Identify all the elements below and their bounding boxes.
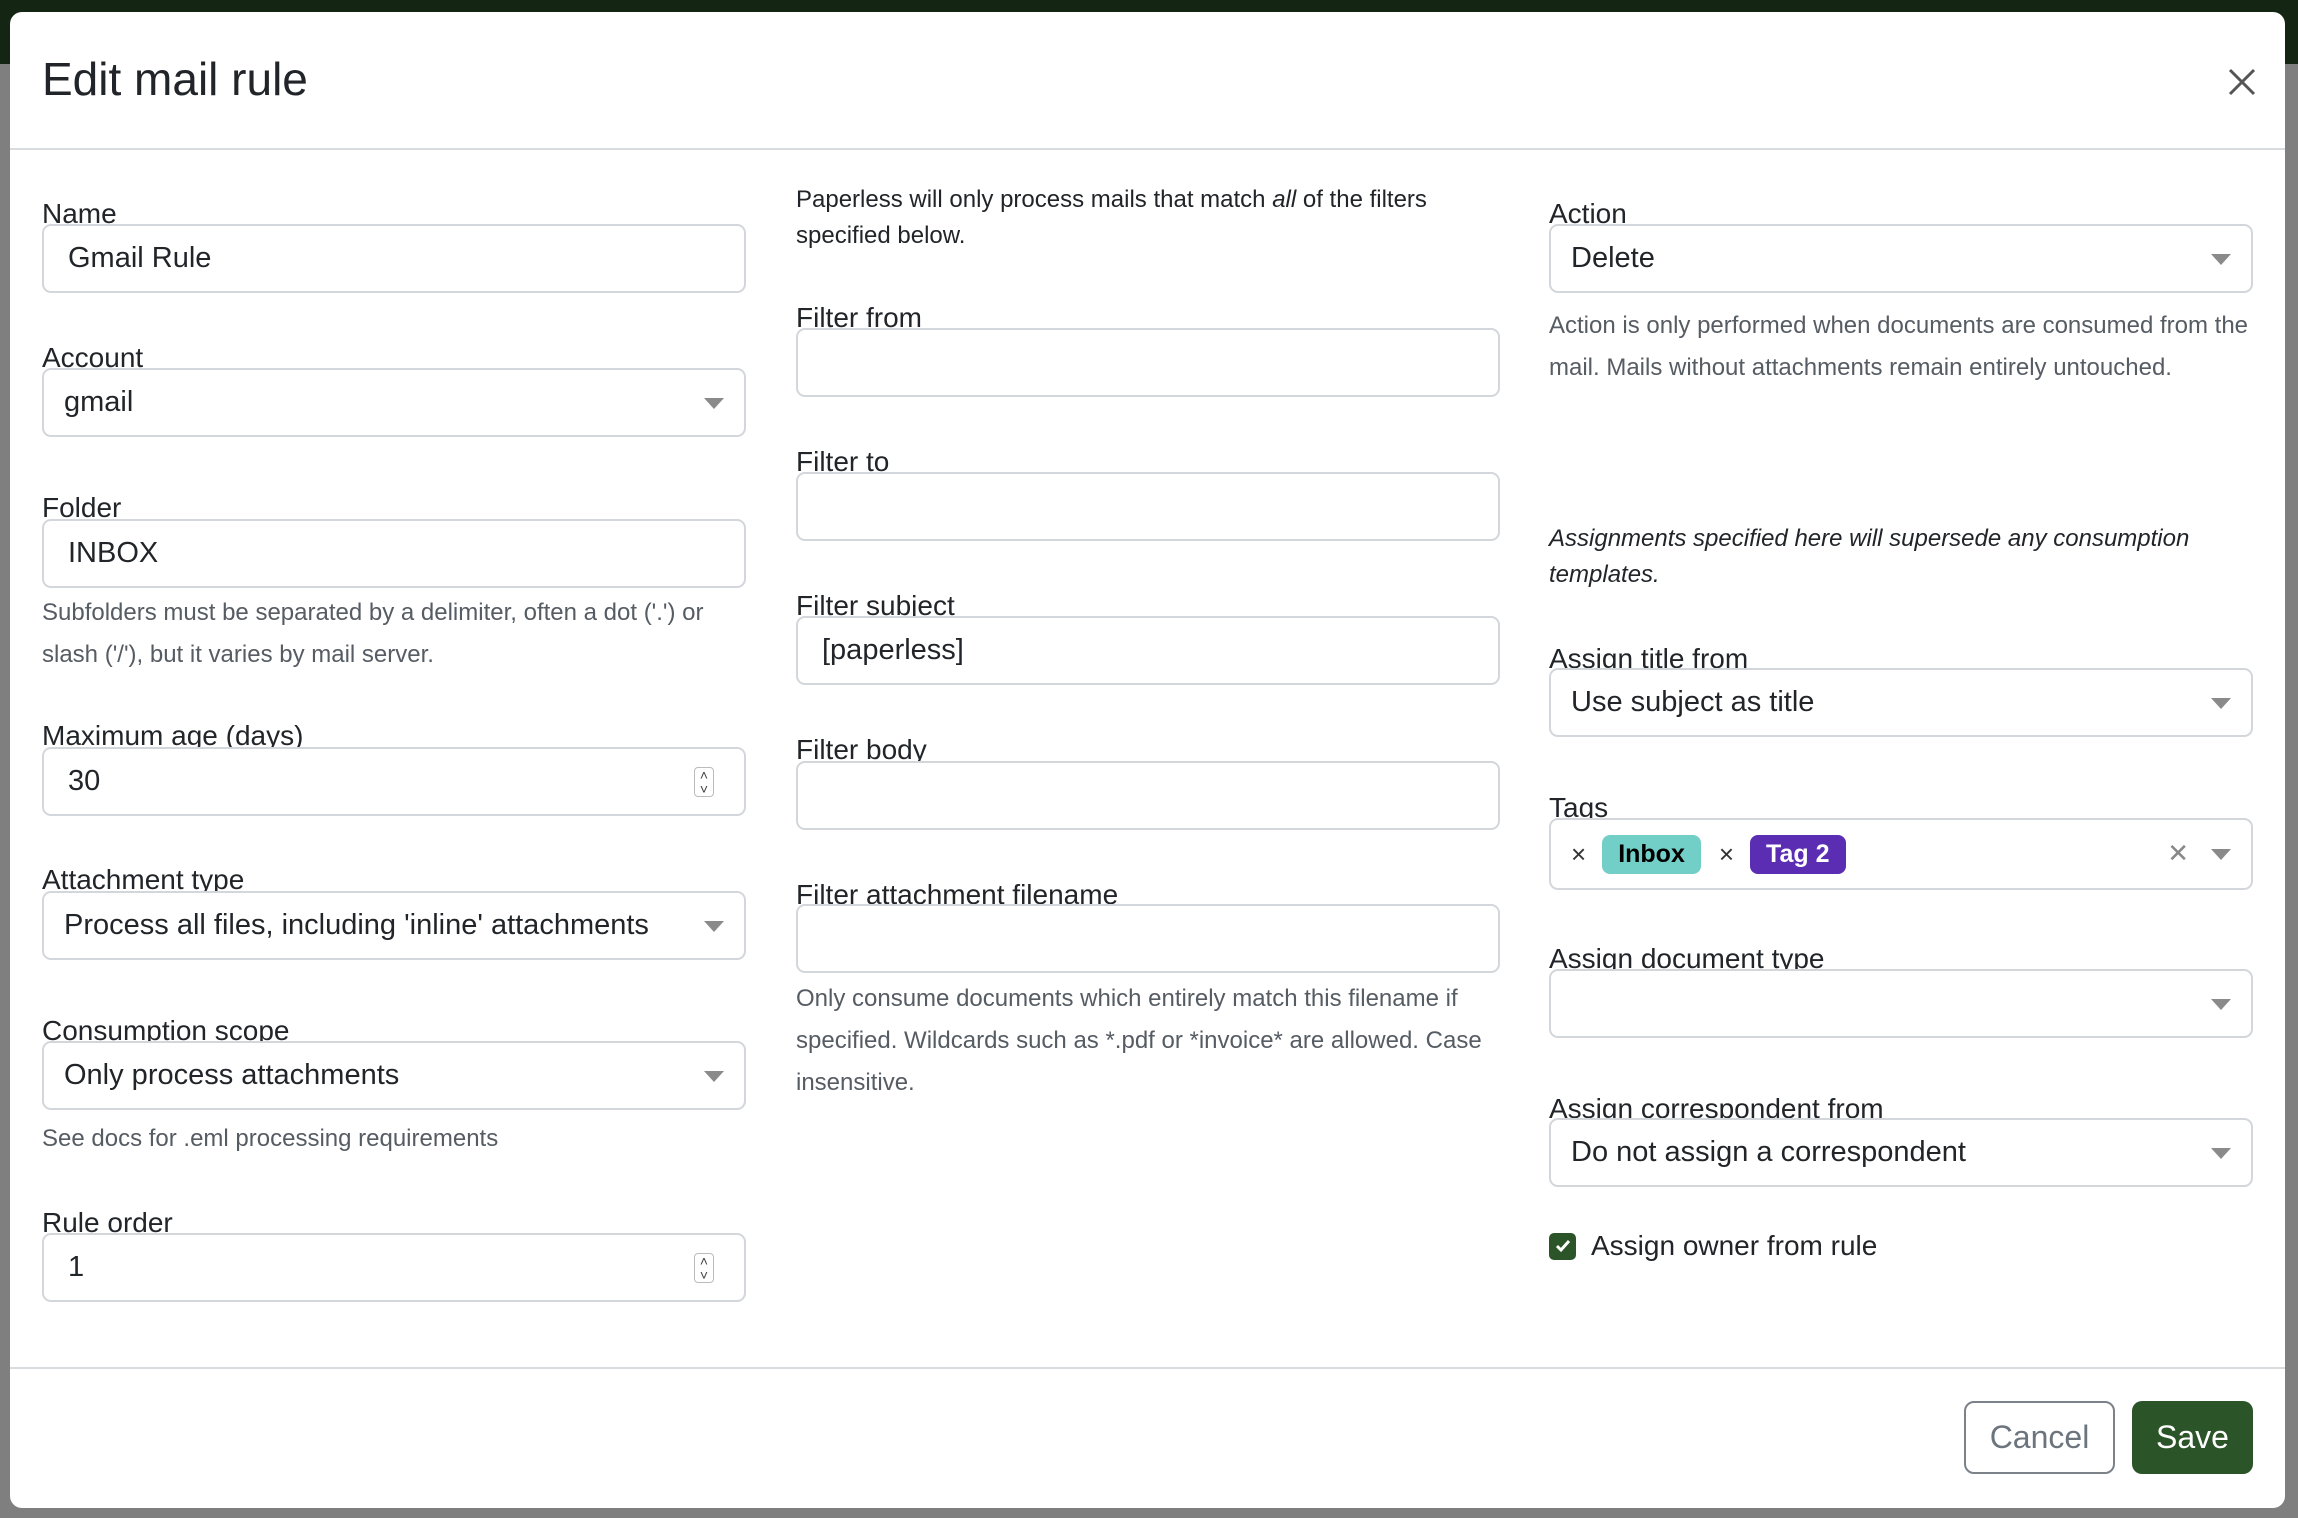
remove-tag-icon[interactable]: × xyxy=(1718,838,1735,869)
filter-from-input[interactable] xyxy=(796,328,1500,397)
chevron-down-icon xyxy=(2211,998,2231,1010)
max-age-label: Maximum age (days) xyxy=(42,720,304,751)
action-value: Delete xyxy=(1571,242,1655,274)
chevron-down-icon xyxy=(2211,1147,2231,1159)
doc-type-label: Assign document type xyxy=(1549,943,1825,974)
tags-select[interactable]: × Inbox × Tag 2 ✕ xyxy=(1549,818,2253,890)
filter-subject-label: Filter subject xyxy=(796,590,955,621)
action-select[interactable]: Delete xyxy=(1549,224,2253,293)
action-label: Action xyxy=(1549,198,1627,229)
consumption-scope-label: Consumption scope xyxy=(42,1015,290,1046)
dialog-title: Edit mail rule xyxy=(42,53,308,105)
assign-title-value: Use subject as title xyxy=(1571,686,1815,718)
max-age-value: 30 xyxy=(68,765,101,797)
doc-type-select[interactable] xyxy=(1549,969,2253,1038)
filters-intro: Paperless will only process mails that m… xyxy=(796,182,1500,254)
assignments-note: Assignments specified here will supersed… xyxy=(1549,525,2190,588)
filter-to-label: Filter to xyxy=(796,446,890,477)
chevron-down-icon xyxy=(704,920,724,932)
consumption-scope-help: See docs for .eml processing requirement… xyxy=(42,1125,499,1152)
assign-title-select[interactable]: Use subject as title xyxy=(1549,668,2253,737)
owner-checkbox-row[interactable]: Assign owner from rule xyxy=(1549,1230,2253,1262)
consumption-scope-value: Only process attachments xyxy=(64,1059,400,1091)
folder-help: Subfolders must be separated by a delimi… xyxy=(42,599,704,668)
filter-from-label: Filter from xyxy=(796,302,922,333)
name-label: Name xyxy=(42,198,117,229)
account-label: Account xyxy=(42,342,144,373)
attachment-type-label: Attachment type xyxy=(42,864,245,895)
max-age-input[interactable]: 30 ˄ ˅ xyxy=(42,747,746,816)
rule-order-label: Rule order xyxy=(42,1207,173,1238)
filter-body-input[interactable] xyxy=(796,761,1500,830)
folder-input[interactable]: INBOX xyxy=(42,519,746,588)
chevron-down-icon xyxy=(2211,253,2231,265)
cancel-button[interactable]: Cancel xyxy=(1964,1401,2115,1474)
owner-checkbox-label: Assign owner from rule xyxy=(1591,1230,1878,1261)
intro-text-end: of the filters specified below. xyxy=(796,186,1427,249)
correspondent-value: Do not assign a correspondent xyxy=(1571,1136,1966,1168)
folder-value: INBOX xyxy=(68,537,159,569)
chevron-down-icon xyxy=(704,1070,724,1082)
rule-order-input[interactable]: 1 ˄ ˅ xyxy=(42,1233,746,1302)
tag-chip: Tag 2 xyxy=(1750,834,1846,874)
header-divider xyxy=(10,148,2285,150)
chevron-down-icon xyxy=(2211,697,2231,709)
consumption-scope-select[interactable]: Only process attachments xyxy=(42,1041,746,1110)
action-help: Action is only performed when documents … xyxy=(1549,312,2249,381)
attachment-type-select[interactable]: Process all files, including 'inline' at… xyxy=(42,891,746,960)
correspondent-select[interactable]: Do not assign a correspondent xyxy=(1549,1118,2253,1187)
close-icon[interactable] xyxy=(2222,62,2262,102)
intro-text: Paperless will only process mails that m… xyxy=(796,186,1273,213)
save-button[interactable]: Save xyxy=(2132,1401,2253,1474)
remove-tag-icon[interactable]: × xyxy=(1571,838,1587,869)
filter-subject-value: [paperless] xyxy=(822,634,964,666)
attachment-type-value: Process all files, including 'inline' at… xyxy=(64,909,649,941)
footer-divider xyxy=(10,1367,2285,1369)
folder-label: Folder xyxy=(42,492,122,523)
tag-chip: Inbox xyxy=(1602,834,1701,874)
account-value: gmail xyxy=(64,386,134,418)
filter-attachment-input[interactable] xyxy=(796,904,1500,973)
rule-order-value: 1 xyxy=(68,1251,85,1283)
account-select[interactable]: gmail xyxy=(42,368,746,437)
filter-subject-input[interactable]: [paperless] xyxy=(796,616,1500,685)
tags-label: Tags xyxy=(1549,792,1609,823)
stepper-icon[interactable]: ˄ ˅ xyxy=(694,766,714,797)
edit-mail-rule-dialog: Edit mail rule Name Gmail Rule Account g… xyxy=(10,12,2285,1508)
name-input[interactable]: Gmail Rule xyxy=(42,224,746,293)
filter-body-label: Filter body xyxy=(796,734,927,765)
filter-attachment-help: Only consume documents which entirely ma… xyxy=(796,985,1482,1096)
chevron-down-icon xyxy=(2211,849,2231,860)
intro-emphasis: all xyxy=(1272,186,1297,213)
chevron-down-icon xyxy=(704,397,724,409)
name-value: Gmail Rule xyxy=(68,242,212,274)
clear-tags-icon[interactable]: ✕ xyxy=(2167,838,2189,868)
checkbox-checked-icon[interactable] xyxy=(1549,1232,1576,1260)
stepper-icon[interactable]: ˄ ˅ xyxy=(694,1252,714,1283)
filter-to-input[interactable] xyxy=(796,472,1500,541)
